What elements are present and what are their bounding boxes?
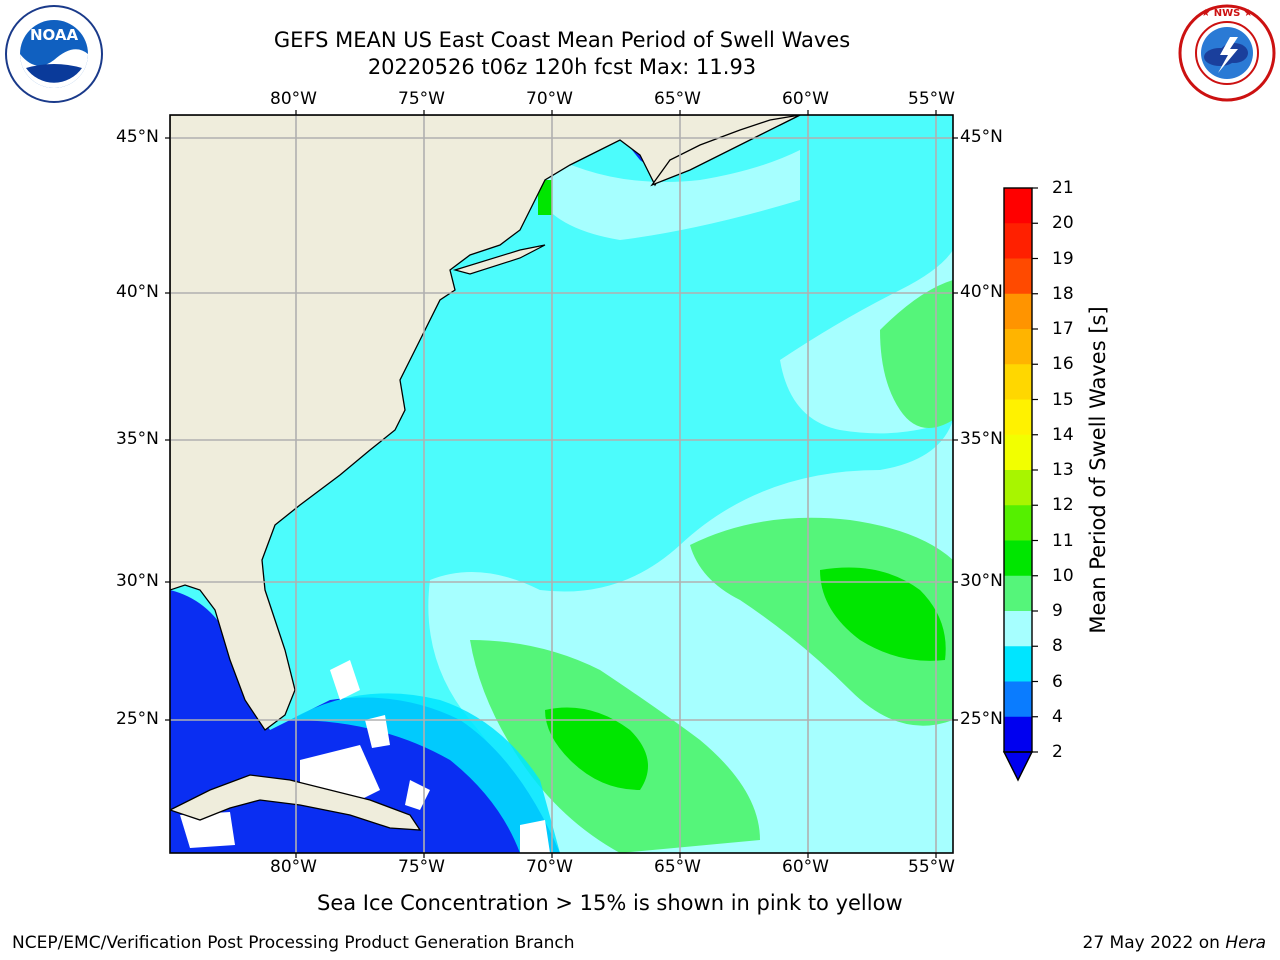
colorbar-title: Mean Period of Swell Waves [s] [1086,306,1110,634]
colorbar-tick-label: 15 [1052,389,1074,410]
colorbar-swatch [1004,329,1032,365]
colorbar-swatch [1004,611,1032,647]
colorbar-extend-arrow [1002,751,1034,782]
lon-label-top-60w: 60°W [782,89,829,109]
lat-label-left-40n: 40°N [116,282,159,302]
lat-label-left-25n: 25°N [116,709,159,729]
sea-ice-note: Sea Ice Concentration > 15% is shown in … [170,890,1130,916]
lon-label-bottom-65w: 65°W [654,857,701,877]
colorbar-swatch [1004,293,1032,330]
colorbar-swatch [1004,399,1032,436]
colorbar-tick-label: 13 [1052,460,1074,480]
period-region-9-10s-east [690,517,953,726]
lat-label-right-35n: 35°N [960,429,1003,449]
noaa-logo-icon: NOAA [5,5,103,103]
land-nova-scotia [650,115,801,187]
colorbar-tick-label: 21 [1052,178,1074,198]
lon-label-top-55w: 55°W [908,89,955,109]
land-cuba [170,774,422,831]
colorbar-swatch [1004,223,1032,259]
map-graticule [170,115,953,853]
lon-label-bottom-80w: 80°W [270,857,317,877]
period-region-10-11s-east [820,567,946,661]
lat-label-left-45n: 45°N [116,127,159,147]
colorbar-swatch [1004,470,1032,506]
colorbar-tick-label: 16 [1052,354,1074,375]
lon-label-top-65w: 65°W [654,89,701,109]
colorbar-swatch [1004,434,1032,471]
period-region-10-11s-gulf-of-maine [538,180,552,215]
colorbar-swatches [1004,188,1032,753]
colorbar-swatch [1004,716,1032,753]
period-region-10-11s-south [545,707,648,790]
svg-text:★ NWS ★: ★ NWS ★ [1201,8,1253,19]
colorbar-swatch [1004,258,1032,295]
lat-label-left-35n: 35°N [116,429,159,449]
map-subtitle: 20220526 t06z 120h fcst Max: 11.93 [367,55,757,79]
colorbar-tick-label: 2 [1052,742,1063,762]
lon-label-bottom-60w: 60°W [782,857,829,877]
colorbar-tick-label: 4 [1052,706,1063,727]
lat-label-right-30n: 30°N [960,571,1003,591]
lon-label-top-80w: 80°W [270,89,317,109]
colorbar-tick-marks [1032,187,1038,753]
colorbar-tick-label: 8 [1052,636,1063,657]
colorbar-swatch [1004,364,1032,400]
land-north-america [170,115,801,731]
period-region-8-9s-shelf [540,150,800,240]
map-ticks [165,110,958,858]
lat-label-right-45n: 45°N [960,127,1003,147]
lat-label-left-30n: 30°N [116,571,159,591]
period-region-9-10s-northeast [880,280,953,428]
lon-label-bottom-55w: 55°W [908,857,955,877]
map-title: GEFS MEAN US East Coast Mean Period of S… [273,28,851,52]
colorbar-tick-label: 6 [1052,671,1063,692]
noaa-logo-text: NOAA [30,26,79,44]
land-long-island [452,244,546,275]
colorbar-swatch [1004,188,1032,224]
lat-label-right-25n: 25°N [960,709,1003,729]
colorbar-tick-label: 10 [1052,565,1074,586]
sea-ice-note-text: Sea Ice Concentration > 15% is shown in … [317,891,903,915]
colorbar-swatch [1004,575,1032,612]
colorbar-tick-label: 17 [1052,319,1074,339]
nws-logo-icon: ★ NWS ★ [1178,4,1276,102]
colorbar-tick-label: 19 [1052,248,1074,269]
period-region-4-6s [290,693,560,853]
colorbar-swatch [1004,681,1032,718]
lat-label-right-40n: 40°N [960,282,1003,302]
lon-label-top-70w: 70°W [526,89,573,109]
colorbar-tick-label: 9 [1052,601,1063,621]
colorbar-tick-label: 14 [1052,424,1074,445]
lon-label-top-75w: 75°W [398,89,445,109]
footer-date: 27 May 2022 on Hera [1083,932,1267,954]
colorbar-tick-label: 18 [1052,283,1074,304]
colorbar-tick-label: 11 [1052,530,1074,551]
colorbar-tick-label: 12 [1052,495,1074,516]
colorbar-swatch [1004,540,1032,577]
colorbar-tick-label: 20 [1052,213,1074,234]
bahamas-islands [180,660,550,853]
map-frame [169,114,954,854]
footer-date-text: 27 May 2022 on [1082,933,1220,953]
colorbar-swatch [1004,646,1032,682]
footer-credit: NCEP/EMC/Verification Post Processing Pr… [12,933,575,953]
colorbar-swatch [1004,505,1032,541]
footer-host: Hera [1225,933,1266,953]
lon-label-bottom-70w: 70°W [526,857,573,877]
lon-label-bottom-75w: 75°W [398,857,445,877]
